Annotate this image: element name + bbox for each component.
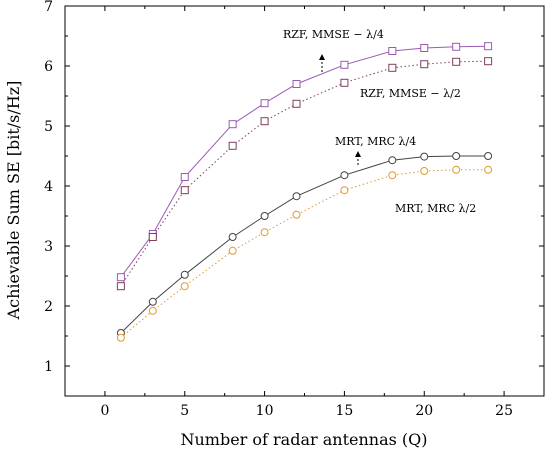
mrt-q2-annotation: MRT, MRC λ/2 [395,202,476,215]
y-tick-label: 1 [44,359,53,375]
x-tick-label: 20 [415,403,433,419]
mrt-q2-point [116,333,125,342]
rzf-q2-point [260,117,269,126]
mrt-q4-point [228,233,237,241]
mrt-q2-series [116,165,493,342]
rzf-q2-annotation: RZF, MMSE − λ/2 [360,87,461,100]
rzf-q2-point [292,99,301,108]
rzf-q4-point [260,99,269,108]
rzf-q4-point [340,60,349,69]
mrt-q4-point [260,212,269,220]
plot-frame [64,5,545,397]
y-tick-label: 2 [44,299,53,315]
mrt-q2-point [292,210,301,219]
rzf-q2-point [116,282,125,291]
mrt-q2-point [484,165,493,174]
rzf-q2-point [228,141,237,150]
mrt-q2-point [148,306,157,315]
mrt-q4-annotation: MRT, MRC λ/4 [335,135,416,148]
x-tick-label: 15 [336,403,354,419]
axis-ticks: 0 5 10 15 20 25 1 2 3 4 5 6 7 [44,0,545,419]
rzf-q4-line [120,45,489,278]
y-tick-label: 3 [44,239,53,255]
mrt-q4-point [420,152,429,161]
mrt-q4-line [120,155,489,334]
mrt-q4-point [292,192,301,201]
y-tick-label: 6 [44,59,53,75]
rzf-q4-point [292,80,301,88]
mrt-q2-point [180,282,189,291]
mrt-q4-point [452,152,461,160]
rzf-q4-point [452,42,461,51]
mrt-q4-point [340,171,349,180]
x-axis-label: Number of radar antennas (Q) [180,430,427,449]
rzf-q2-point [388,63,397,72]
rzf-q2-point [452,57,461,66]
rzf-q2-point [484,57,493,66]
rzf-q4-point [420,44,429,52]
x-tick-label: 10 [256,403,274,419]
rzf-q4-point [116,273,125,282]
rzf-q4-series [116,42,493,282]
x-tick-label: 0 [100,403,109,419]
y-tick-label: 5 [44,119,53,135]
mrt-q4-point [148,297,157,306]
y-tick-label: 7 [44,0,53,15]
mrt-q2-point [340,186,349,195]
rzf-q4-point [180,173,189,181]
rzf-q4-arrow [319,54,325,72]
mrt-q2-line [120,169,489,339]
mrt-q2-point [452,165,461,174]
rzf-q2-series [116,57,493,291]
mrt-q2-point [388,171,397,180]
mrt-q4-point [484,152,493,160]
rzf-q4-point [228,120,237,129]
mrt-q2-point [260,228,269,237]
rzf-q2-point [180,186,189,195]
y-tick-label: 4 [44,179,53,195]
x-tick-label: 5 [180,403,189,419]
rzf-q2-point [340,78,349,87]
mrt-q2-point [228,246,237,255]
mrt-q4-point [180,270,189,279]
rzf-q4-annotation: RZF, MMSE − λ/4 [283,28,384,41]
rzf-q4-point [388,47,397,55]
rzf-q2-point [420,60,429,69]
series-group [116,42,493,342]
mrt-q4-arrow [355,151,361,165]
mrt-q2-point [420,167,429,175]
x-tick-label: 25 [495,403,513,419]
rzf-q2-point [148,233,157,241]
mrt-q4-point [388,156,397,165]
mrt-q4-series [116,152,493,337]
rzf-q4-point [484,42,493,51]
y-axis-label: Achievable Sum SE [bit/s/Hz] [4,81,23,321]
